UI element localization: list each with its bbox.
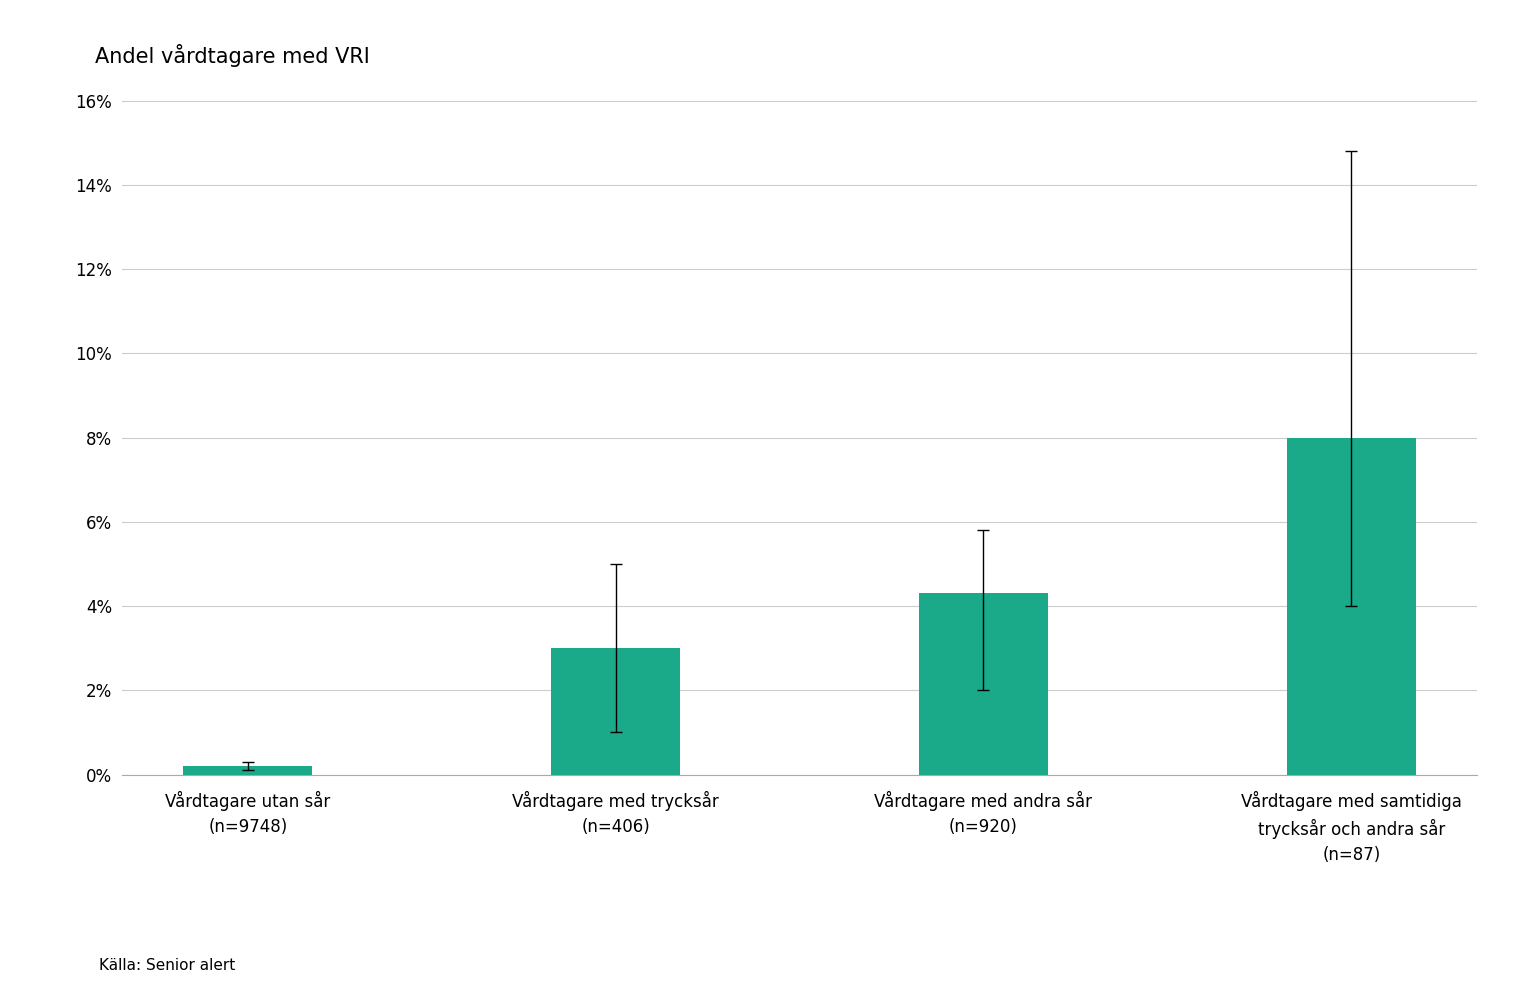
Text: Andel vårdtagare med VRI: Andel vårdtagare med VRI [94,44,370,67]
Bar [551,648,681,775]
Bar [1287,438,1416,775]
Text: Källa: Senior alert: Källa: Senior alert [99,958,235,973]
Bar [918,594,1048,775]
Bar [183,767,312,775]
